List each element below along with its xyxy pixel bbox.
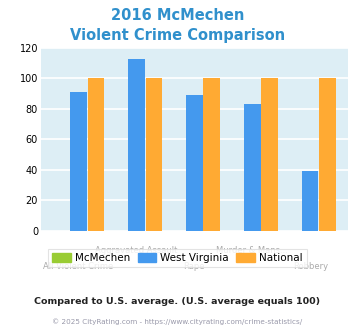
Bar	[244, 104, 261, 231]
Bar	[146, 79, 162, 231]
Text: All Violent Crime: All Violent Crime	[43, 261, 114, 271]
Text: 2016 McMechen: 2016 McMechen	[111, 8, 244, 23]
Bar	[261, 79, 278, 231]
Legend: McMechen, West Virginia, National: McMechen, West Virginia, National	[48, 249, 307, 267]
Bar	[70, 92, 87, 231]
Text: Murder & Mans...: Murder & Mans...	[216, 246, 288, 255]
Text: Compared to U.S. average. (U.S. average equals 100): Compared to U.S. average. (U.S. average …	[34, 297, 321, 306]
Text: Rape: Rape	[184, 261, 205, 271]
Text: © 2025 CityRating.com - https://www.cityrating.com/crime-statistics/: © 2025 CityRating.com - https://www.city…	[53, 318, 302, 325]
Bar	[320, 79, 336, 231]
Text: Robbery: Robbery	[293, 261, 328, 271]
Text: Aggravated Assault: Aggravated Assault	[95, 246, 178, 255]
Bar	[203, 79, 220, 231]
Bar	[186, 95, 203, 231]
Bar	[302, 172, 318, 231]
Text: Violent Crime Comparison: Violent Crime Comparison	[70, 28, 285, 43]
Bar	[88, 79, 104, 231]
Bar	[128, 58, 145, 231]
